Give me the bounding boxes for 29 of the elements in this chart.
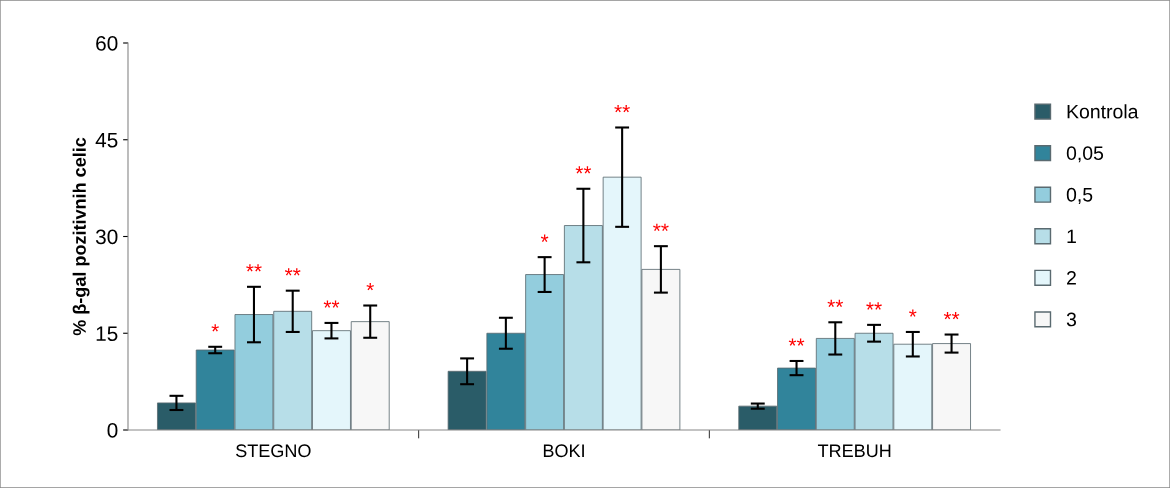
data-label: * [540, 234, 549, 242]
x-tick-label: BOKI [543, 444, 584, 458]
data-label: * [909, 309, 917, 317]
data-label: ** [246, 264, 262, 272]
data-label: ** [866, 302, 882, 310]
legend-label: 0,5 [1066, 187, 1093, 204]
data-label: * [211, 324, 219, 332]
y-tick-label: 45 [95, 132, 118, 148]
y-axis-title: % β-gal pozitivnih celic [72, 137, 90, 336]
y-tick-label: 0 [107, 423, 118, 438]
data-label: ** [653, 223, 669, 231]
legend-label: 3 [1066, 312, 1077, 327]
data-label: ** [614, 104, 630, 113]
data-label: ** [575, 166, 592, 174]
data-label: ** [323, 300, 340, 308]
data-label: ** [943, 312, 960, 320]
legend-label: Kontrola [1067, 104, 1139, 119]
legend-label: 1 [1067, 229, 1076, 244]
y-tick-label: 60 [96, 36, 118, 51]
legend-label: 0,05 [1066, 146, 1104, 163]
x-tick-label: TREBUH [817, 444, 891, 458]
y-tick-label: 15 [96, 326, 118, 341]
data-label: * [366, 282, 374, 291]
x-tick-label: STEGNO [236, 444, 311, 458]
data-label: ** [284, 268, 301, 276]
legend-label: 2 [1067, 271, 1076, 285]
data-label: ** [788, 338, 805, 346]
y-tick-label: 30 [95, 229, 118, 245]
data-label: ** [827, 299, 844, 308]
